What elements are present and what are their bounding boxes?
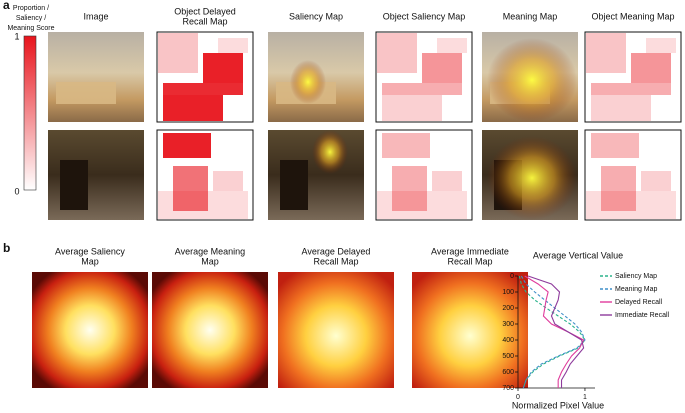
colorbar-title: Meaning Score xyxy=(7,25,54,32)
column-title: Object Meaning Map xyxy=(591,11,674,21)
colorbar-min: 0 xyxy=(14,186,19,196)
panel-label: a xyxy=(3,0,10,12)
map-title: Map xyxy=(201,256,219,266)
object-region xyxy=(377,33,417,73)
saliency-heat xyxy=(312,130,348,174)
average-map xyxy=(32,272,148,388)
column-title: Saliency Map xyxy=(289,11,343,21)
object-region xyxy=(163,83,243,95)
y-tick-label: 200 xyxy=(502,305,514,312)
column-title: Image xyxy=(83,11,108,21)
y-tick-label: 400 xyxy=(502,337,514,344)
object-region xyxy=(422,53,462,83)
object-region xyxy=(631,53,671,83)
object-region xyxy=(158,191,248,219)
map-title: Recall Map xyxy=(447,256,492,266)
average-map xyxy=(152,272,268,388)
map-title: Average Immediate xyxy=(431,246,509,256)
object-region xyxy=(591,83,671,95)
object-region xyxy=(586,191,676,219)
legend-label: Delayed Recall xyxy=(615,299,663,306)
x-axis-label: Normalized Pixel Value xyxy=(512,400,604,410)
meaning-heat xyxy=(487,38,577,122)
column-title: Object Saliency Map xyxy=(383,11,466,21)
object-region xyxy=(382,133,430,158)
colorbar-max: 1 xyxy=(14,31,19,41)
average-map xyxy=(278,272,394,388)
cabinet xyxy=(60,160,88,210)
object-region xyxy=(218,38,248,53)
cabinet xyxy=(280,160,308,210)
object-region xyxy=(377,191,467,219)
object-region xyxy=(392,166,427,211)
object-region xyxy=(203,53,243,83)
y-tick-label: 600 xyxy=(502,369,514,376)
object-region xyxy=(163,95,223,121)
scene-photo xyxy=(48,32,144,122)
object-region xyxy=(382,95,442,121)
object-region xyxy=(213,171,243,191)
y-tick-label: 0 xyxy=(510,273,514,280)
countertop xyxy=(56,82,116,104)
object-map xyxy=(375,129,473,221)
meaning-heat xyxy=(487,136,577,220)
series-line xyxy=(527,275,585,388)
column-title: Recall Map xyxy=(182,16,227,26)
object-region xyxy=(437,38,467,53)
y-tick-label: 300 xyxy=(502,321,514,328)
object-region xyxy=(382,83,462,95)
x-tick-label: 1 xyxy=(583,394,587,401)
map-title: Map xyxy=(81,256,99,266)
column-title: Object Delayed xyxy=(174,6,236,16)
object-region xyxy=(432,171,462,191)
saliency-heat xyxy=(290,60,326,104)
object-region xyxy=(163,133,211,158)
x-tick-label: 0 xyxy=(516,394,520,401)
colorbar-title: Saliency / xyxy=(16,15,46,22)
object-region xyxy=(601,166,636,211)
map-title: Average Delayed xyxy=(302,246,371,256)
chart-title: Average Vertical Value xyxy=(533,250,623,260)
legend-label: Meaning Map xyxy=(615,286,658,293)
colorbar xyxy=(23,35,37,191)
object-region xyxy=(173,166,208,211)
object-region xyxy=(591,133,639,158)
series-line xyxy=(518,275,586,389)
map-title: Average Saliency xyxy=(55,246,125,256)
y-tick-label: 500 xyxy=(502,353,514,360)
map-title: Recall Map xyxy=(313,256,358,266)
legend-label: Saliency Map xyxy=(615,273,657,280)
object-region xyxy=(158,33,198,73)
object-map xyxy=(584,31,682,123)
object-map xyxy=(584,129,682,221)
column-title: Meaning Map xyxy=(503,11,558,21)
panel-label: b xyxy=(3,241,10,255)
average-map xyxy=(412,272,528,388)
object-region xyxy=(591,95,651,121)
object-region xyxy=(641,171,671,191)
legend-label: Immediate Recall xyxy=(615,312,670,319)
map-title: Average Meaning xyxy=(175,246,245,256)
object-region xyxy=(586,33,626,73)
object-map xyxy=(375,31,473,123)
object-region xyxy=(646,38,676,53)
y-tick-label: 100 xyxy=(502,289,514,296)
y-tick-label: 700 xyxy=(502,385,514,392)
colorbar-title: Proportion / xyxy=(13,5,49,12)
series-line xyxy=(520,275,586,389)
